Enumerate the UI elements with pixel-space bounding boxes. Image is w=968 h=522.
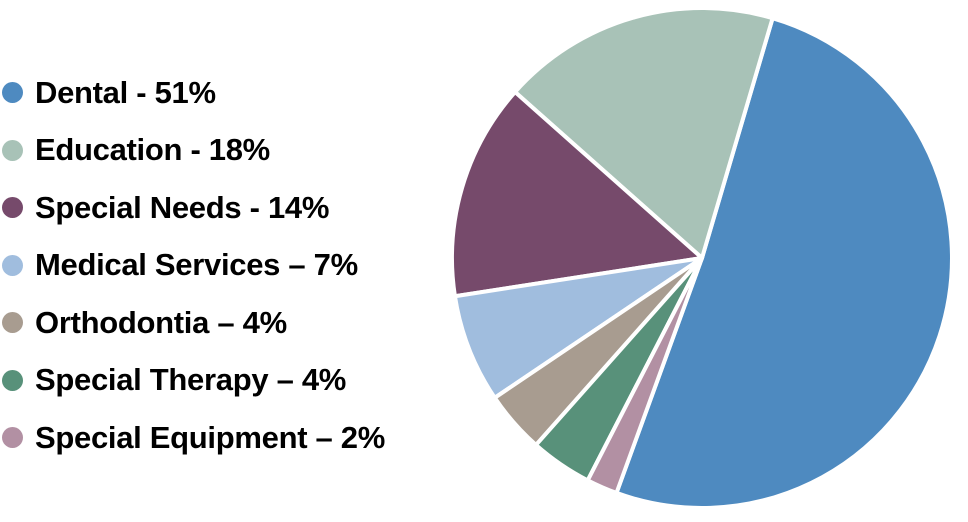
legend-item-education: Education - 18% (2, 122, 385, 180)
legend-bullet-icon (2, 369, 23, 391)
legend-bullet-icon (2, 197, 23, 219)
legend-label: Special Therapy – 4% (35, 362, 347, 398)
pie-slice-special-needs (449, 90, 704, 299)
legend-item-special-equipment: Special Equipment – 2% (2, 409, 385, 467)
legend-item-special-needs: Special Needs - 14% (2, 179, 385, 237)
legend-bullet-icon (2, 427, 23, 449)
pie-slice-medical-services (452, 256, 704, 400)
pie-slice-special-equipment (585, 256, 704, 495)
legend-label: Dental - 51% (35, 74, 216, 110)
legend-label: Special Needs - 14% (35, 189, 330, 225)
legend-bullet-icon (2, 312, 23, 334)
legend-item-special-therapy: Special Therapy – 4% (2, 352, 385, 410)
pie-slice-dental (614, 16, 954, 510)
legend-bullet-icon (2, 82, 23, 104)
legend-label: Medical Services – 7% (35, 247, 358, 283)
legend-bullet-icon (2, 254, 23, 276)
legend-item-dental: Dental - 51% (2, 64, 385, 122)
legend-label: Special Equipment – 2% (35, 419, 386, 455)
legend-item-orthodontia: Orthodontia – 4% (2, 294, 385, 352)
legend-label: Orthodontia – 4% (35, 304, 287, 340)
chart-legend: Dental - 51% Education - 18% Special Nee… (2, 64, 385, 467)
legend-item-medical-services: Medical Services – 7% (2, 237, 385, 295)
pie-slice-education (513, 6, 775, 260)
legend-bullet-icon (2, 139, 23, 161)
legend-label: Education - 18% (35, 132, 270, 168)
